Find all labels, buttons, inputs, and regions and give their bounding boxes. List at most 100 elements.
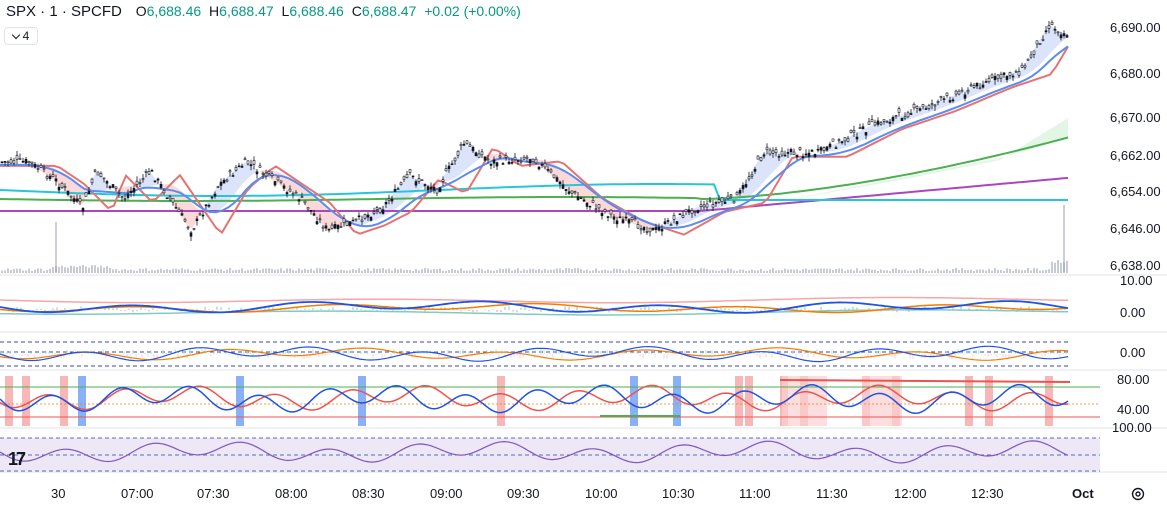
candle-body [201,214,205,217]
candle-body [969,84,973,87]
volume-bar [838,268,840,273]
volume-bar [250,269,252,273]
volume-bar [850,269,852,273]
signal-highlight [1045,376,1053,426]
volume-bar [1045,269,1047,273]
volume-bar [841,268,843,273]
candle-body [810,149,814,152]
volume-bar [289,268,291,273]
cloud-segment [832,143,836,152]
volume-bar [610,270,612,273]
price-pane[interactable] [0,20,1069,273]
volume-bar [964,270,966,273]
volume-bar [868,268,870,273]
candle-body [57,186,61,191]
candle-body [183,219,187,222]
candle-body [741,185,745,190]
volume-bar [172,268,174,273]
candle-body [240,165,244,168]
volume-bar [175,268,177,273]
cloud-segment [1024,59,1028,76]
volume-bar [1042,270,1044,273]
volume-bar [754,270,756,273]
candle-body [606,216,610,218]
candle-body [924,108,928,110]
volume-bar [13,269,15,273]
signal-highlight [22,376,30,426]
volume-bar [880,269,882,273]
volume-bar [412,270,414,273]
cloud-segment [872,123,876,136]
candle-body [534,158,538,164]
candle-body [711,204,715,208]
volume-bar [367,268,369,273]
candle-body [630,217,634,220]
volume-bar [493,270,495,273]
volume-bar [586,269,588,273]
signal-zone [782,376,827,426]
volume-bar [307,269,309,273]
symbol-title[interactable]: SPX · 1 · SPCFD [6,3,122,20]
volume-bar [373,268,375,273]
volume-bar [1039,270,1041,273]
volume-bar [124,268,126,273]
tradingview-logo[interactable]: 17 [8,449,26,469]
candle-body [300,196,304,198]
candle-body [651,227,655,231]
volume-bar [598,270,600,273]
volume-bar [439,268,441,273]
indicators-collapse-button[interactable]: 4 [4,27,38,45]
candle-body [291,193,295,196]
indicator-pane-stochastic[interactable] [0,376,1100,426]
volume-bar [823,268,825,273]
candle-body [108,186,112,188]
volume-bar [799,270,801,273]
candle-body [180,213,184,216]
candle-body [603,209,607,212]
volume-bar [718,270,720,273]
candle-body [1008,72,1012,76]
cloud-segment [216,183,220,212]
volume-bar [697,270,699,273]
candle-body [495,162,499,167]
indicator-pane-macd[interactable] [0,296,1069,316]
volume-bar [118,270,120,273]
indicator-pane-oscillator[interactable] [0,341,1070,367]
volume-bar [658,269,660,273]
gear-icon[interactable] [1130,486,1146,502]
candle-body [450,163,454,166]
candle-body [75,198,79,202]
signal-highlight [5,376,13,426]
moving-averages [0,45,1069,236]
candle-body [831,138,835,142]
candle-body [54,178,58,182]
candle-body [1047,25,1051,29]
candle-body [204,204,208,207]
candle-body [258,165,262,168]
candle-body [723,201,727,204]
candle-body [216,186,220,188]
candle-body [987,78,991,83]
candle-body [951,99,955,102]
indicator-pane-rsi[interactable] [0,437,1100,472]
cloud-segment [960,90,964,101]
cloud-segment [456,148,460,178]
candle-body [309,209,313,212]
candle-body [387,198,391,201]
candle-body [252,160,256,165]
volume-bar [1015,268,1017,273]
candle-body [576,196,580,201]
volume-bar [559,268,561,273]
volume-bar [139,268,141,273]
volume-bar [745,270,747,273]
volume-bar [583,270,585,273]
volume-bar [553,269,555,273]
indicator-axis-label: 10.00 [1120,273,1153,288]
volume-bar [16,268,18,273]
volume-bar [670,268,672,273]
volume-bar [7,268,9,273]
volume-bar [25,270,27,273]
cloud-segment [516,158,520,160]
volume-bar [925,270,927,273]
